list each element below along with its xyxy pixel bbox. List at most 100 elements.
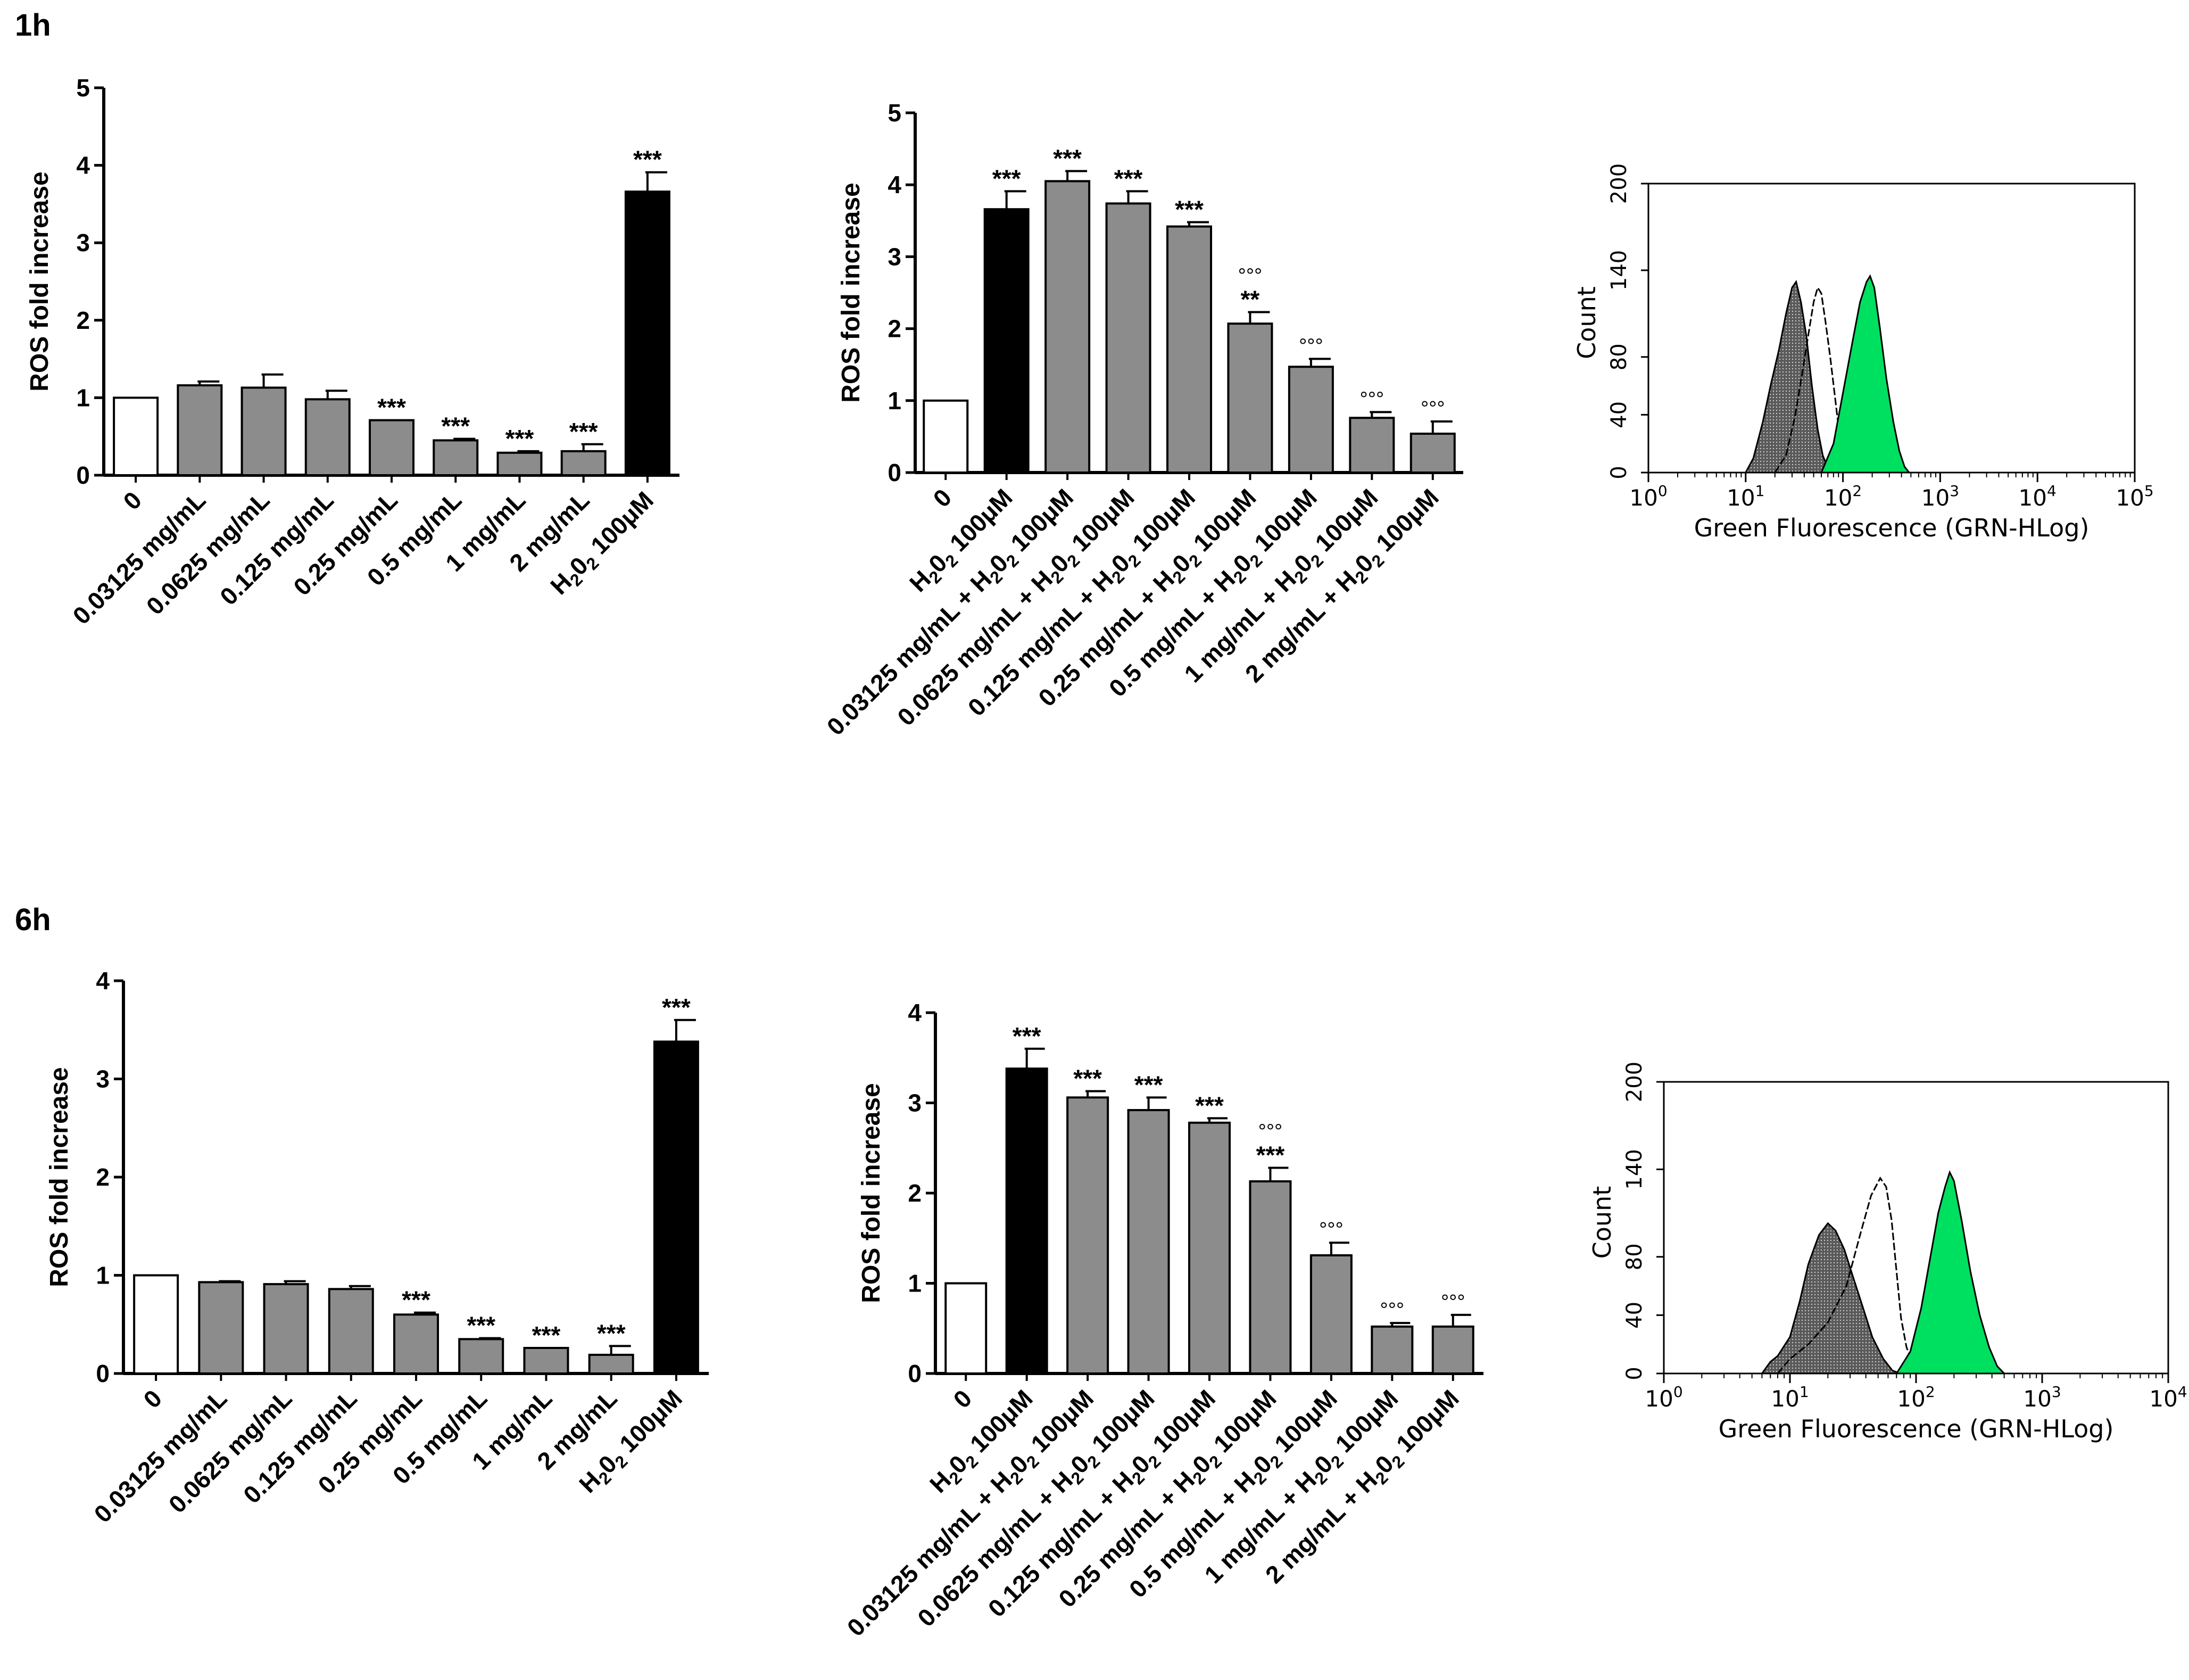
bar [433, 439, 479, 476]
significance-stars: *** [597, 1319, 626, 1347]
significance-degrees: °°° [1238, 265, 1263, 287]
y-axis-title: ROS fold increase [857, 1083, 885, 1303]
significance-stars: *** [1195, 1091, 1224, 1119]
bar [241, 386, 287, 476]
bar [1066, 1096, 1109, 1375]
bar [1166, 225, 1212, 474]
hist-frame [1663, 1081, 2169, 1375]
y-tick-label: 5 [76, 74, 90, 102]
significance-stars: *** [1134, 1071, 1163, 1098]
bar [328, 1288, 374, 1375]
hist-x-tick-label: 102 [1824, 482, 1862, 511]
hist-y-tick-label: 0 [1622, 1367, 1647, 1380]
hist-x-tick-label: 102 [1897, 1383, 1935, 1412]
bar [1431, 1325, 1474, 1375]
significance-stars: *** [662, 994, 691, 1021]
hist-y-tick-label: 40 [1622, 1302, 1647, 1329]
y-tick-label: 4 [888, 171, 901, 198]
bar [1409, 432, 1456, 474]
significance-degrees: °°° [1299, 335, 1323, 357]
significance-stars: *** [441, 412, 470, 440]
bar [1227, 322, 1273, 474]
bar [1188, 1121, 1231, 1375]
hist-y-axis-title: Count [1572, 286, 1601, 359]
bar [1309, 1254, 1353, 1375]
hist-y-axis-title: Count [1588, 1186, 1616, 1259]
x-tick-label: 0.125 mg/mL [214, 486, 339, 610]
significance-stars: *** [1114, 164, 1143, 192]
y-tick-label: 0 [96, 1360, 110, 1387]
hist-x-tick-label: 104 [2149, 1383, 2187, 1412]
hist-x-tick-label: 104 [2019, 482, 2057, 511]
significance-stars: *** [532, 1321, 561, 1349]
significance-stars: *** [505, 425, 534, 452]
significance-degrees: °°° [1380, 1299, 1405, 1321]
significance-degrees: °°° [1441, 1291, 1465, 1313]
hist-y-tick-label: 0 [1607, 466, 1631, 479]
bar [944, 1282, 988, 1375]
y-tick-label: 0 [908, 1360, 922, 1387]
bar [1371, 1325, 1414, 1375]
y-tick-label: 4 [96, 967, 110, 995]
y-tick-label: 5 [888, 99, 901, 127]
hist-y-tick-label: 80 [1622, 1243, 1647, 1270]
hist-y-tick-label: 140 [1607, 250, 1631, 291]
x-tick-label: 0 [138, 1384, 167, 1413]
y-tick-label: 0 [888, 459, 901, 486]
bar [177, 384, 223, 476]
bar [369, 419, 414, 477]
significance-degrees: °°° [1319, 1219, 1344, 1241]
bar [560, 450, 607, 477]
y-axis-title: ROS fold increase [837, 183, 865, 402]
significance-stars: *** [1013, 1022, 1041, 1050]
significance-stars: *** [1073, 1064, 1102, 1092]
significance-stars: *** [1175, 196, 1204, 224]
hist-y-tick-label: 200 [1607, 163, 1631, 204]
bar [1349, 417, 1395, 474]
hist-x-tick-label: 101 [1771, 1383, 1809, 1412]
significance-stars: *** [569, 418, 598, 445]
y-tick-label: 2 [908, 1179, 922, 1207]
hist_6h: 0 40 80 140 200 Count 100 101 102 103 104 Green Flu… [1588, 1062, 2187, 1443]
significance-degrees: °°° [1360, 388, 1384, 410]
bar [983, 208, 1030, 474]
y-axis-title: ROS fold increase [26, 171, 54, 391]
hist-y-tick-label: 80 [1607, 343, 1631, 370]
y-tick-label: 0 [76, 461, 90, 489]
hist-y-tick-label: 140 [1622, 1149, 1647, 1189]
y-tick-label: 3 [908, 1089, 922, 1117]
hist-x-tick-label: 105 [2116, 482, 2153, 511]
histogram-control [1760, 1222, 1901, 1375]
histogram-treated [1895, 1170, 2006, 1375]
x-tick-label: 0.0625 mg/mL + H202 100μM [892, 483, 1142, 733]
bar [458, 1338, 504, 1375]
y-tick-label: 1 [76, 384, 90, 411]
y-tick-label: 3 [96, 1065, 110, 1093]
y-tick-label: 2 [96, 1163, 110, 1191]
bar [1044, 180, 1091, 474]
bar [523, 1347, 569, 1375]
y-tick-label: 3 [888, 243, 901, 270]
histogram-h2o2 [1777, 1176, 1922, 1375]
x-tick-label: 0 [948, 1384, 977, 1413]
panel-label-1h: 1h [15, 8, 51, 43]
y-tick-label: 2 [76, 307, 90, 334]
bar [1105, 202, 1151, 474]
significance-stars: ** [1241, 286, 1260, 313]
bar [1005, 1067, 1048, 1375]
significance-stars: *** [1256, 1141, 1285, 1169]
y-axis-title: ROS fold increase [45, 1067, 73, 1287]
bar [923, 399, 969, 474]
significance-stars: *** [992, 164, 1021, 192]
bar [113, 396, 159, 477]
histogram-treated [1820, 274, 1911, 474]
bar [393, 1313, 439, 1375]
hist-x-tick-label: 100 [1629, 482, 1667, 511]
significance-degrees: °°° [1421, 398, 1445, 420]
hist-x-axis-title: Green Fluorescence (GRN-HLog) [1719, 1414, 2114, 1443]
y-tick-label: 1 [96, 1262, 110, 1289]
